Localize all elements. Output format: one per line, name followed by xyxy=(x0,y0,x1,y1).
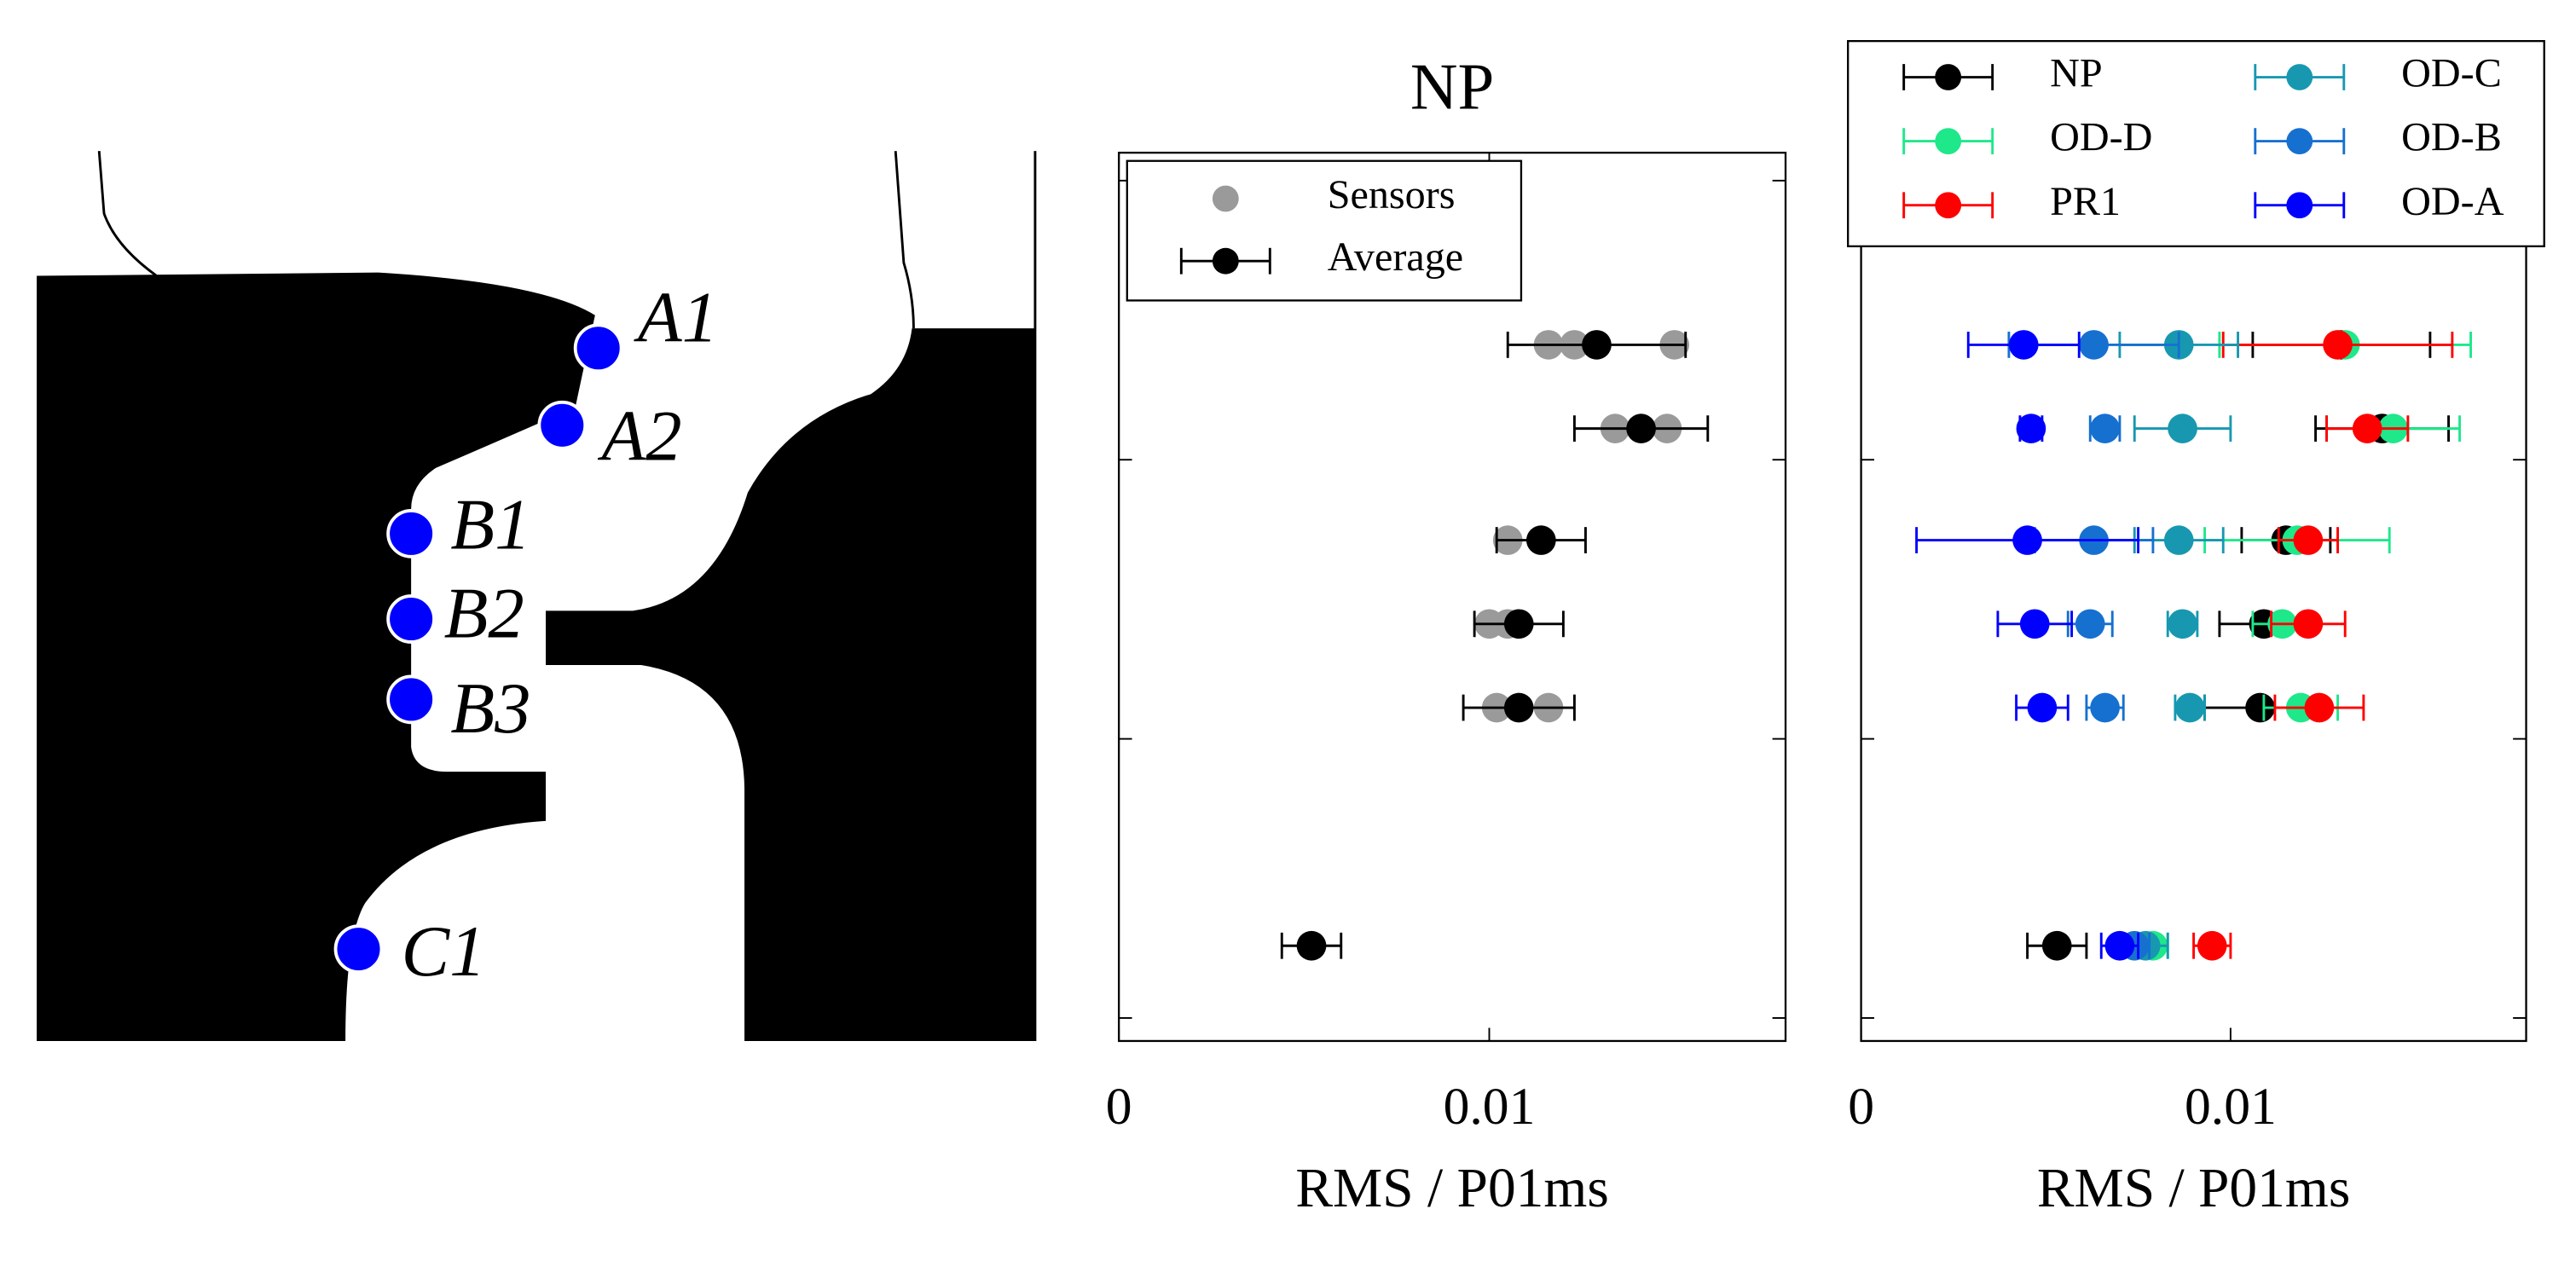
legend-label: Sensors xyxy=(1328,172,1456,217)
legend-label: OD-D xyxy=(2050,115,2152,160)
marker xyxy=(2174,692,2205,723)
marker xyxy=(1582,330,1612,360)
legend-marker xyxy=(1935,192,1962,219)
marker xyxy=(2323,330,2353,360)
legend-label: OD-C xyxy=(2401,51,2502,96)
marker xyxy=(2019,609,2050,639)
legend-label: PR1 xyxy=(2050,179,2121,224)
marker xyxy=(2075,609,2105,639)
sensor-label: A2 xyxy=(598,396,682,476)
legend-marker xyxy=(2286,64,2313,90)
marker xyxy=(1503,692,1534,723)
legend-marker xyxy=(1935,64,1962,90)
legend-marker xyxy=(1212,247,1239,275)
legend-label: NP xyxy=(2050,51,2103,96)
legend-label: Average xyxy=(1328,234,1463,280)
sensor-label: B2 xyxy=(444,573,524,653)
sensor-dot xyxy=(333,924,384,974)
x-axis-label: RMS / P01ms xyxy=(2037,1158,2351,1219)
marker xyxy=(2079,330,2109,360)
marker xyxy=(2168,414,2197,443)
chart-title: NP xyxy=(1410,49,1494,123)
marker xyxy=(2027,692,2058,723)
x-tick-label: 0.01 xyxy=(1444,1078,1536,1136)
sensor-label: B1 xyxy=(450,484,530,564)
marker xyxy=(2041,930,2072,961)
marker xyxy=(2016,414,2046,443)
marker xyxy=(2352,414,2382,443)
marker xyxy=(2163,525,2194,555)
sensor-dot xyxy=(537,400,588,450)
sensor-dot xyxy=(573,323,623,373)
legend-box xyxy=(1126,159,1523,302)
solid-right xyxy=(546,328,1035,1041)
marker xyxy=(2304,692,2335,723)
marker xyxy=(2293,525,2324,555)
marker xyxy=(2104,930,2135,961)
plot-frame xyxy=(1117,151,1787,1043)
x-axis-label: RMS / P01ms xyxy=(1295,1158,1608,1219)
marker xyxy=(2293,609,2324,639)
marker xyxy=(2090,414,2120,443)
marker xyxy=(1503,609,1534,639)
marker xyxy=(2090,692,2120,723)
marker xyxy=(2168,609,2197,639)
sensor-label: A1 xyxy=(634,278,718,358)
x-tick-label: 0.01 xyxy=(2185,1078,2277,1136)
x-tick-label: 0 xyxy=(1848,1078,1874,1136)
sensor-dot xyxy=(386,594,437,644)
marker xyxy=(2245,692,2275,723)
solid-left xyxy=(37,272,595,1041)
sensor-label: B3 xyxy=(450,668,530,749)
sensor-dot xyxy=(386,674,437,725)
marker xyxy=(2012,525,2042,555)
legend-label: OD-A xyxy=(2401,179,2504,224)
marker xyxy=(2197,930,2227,961)
x-tick-label: 0 xyxy=(1106,1078,1132,1136)
outline-left xyxy=(97,151,158,277)
outline-right xyxy=(894,151,915,329)
sensor-dot xyxy=(386,508,437,558)
legend-box xyxy=(1847,39,2545,248)
legend-marker xyxy=(2286,128,2313,155)
legend-label: OD-B xyxy=(2401,115,2502,160)
geometry xyxy=(37,151,1037,1041)
marker xyxy=(1296,930,1327,961)
marker xyxy=(1626,414,1656,443)
plot-frame xyxy=(1860,151,2527,1043)
marker xyxy=(2008,330,2039,360)
sensor-label: C1 xyxy=(402,911,486,992)
marker xyxy=(1525,525,1556,555)
legend-marker xyxy=(1212,185,1239,212)
legend-marker xyxy=(2286,192,2313,219)
legend-marker xyxy=(1935,128,1962,155)
